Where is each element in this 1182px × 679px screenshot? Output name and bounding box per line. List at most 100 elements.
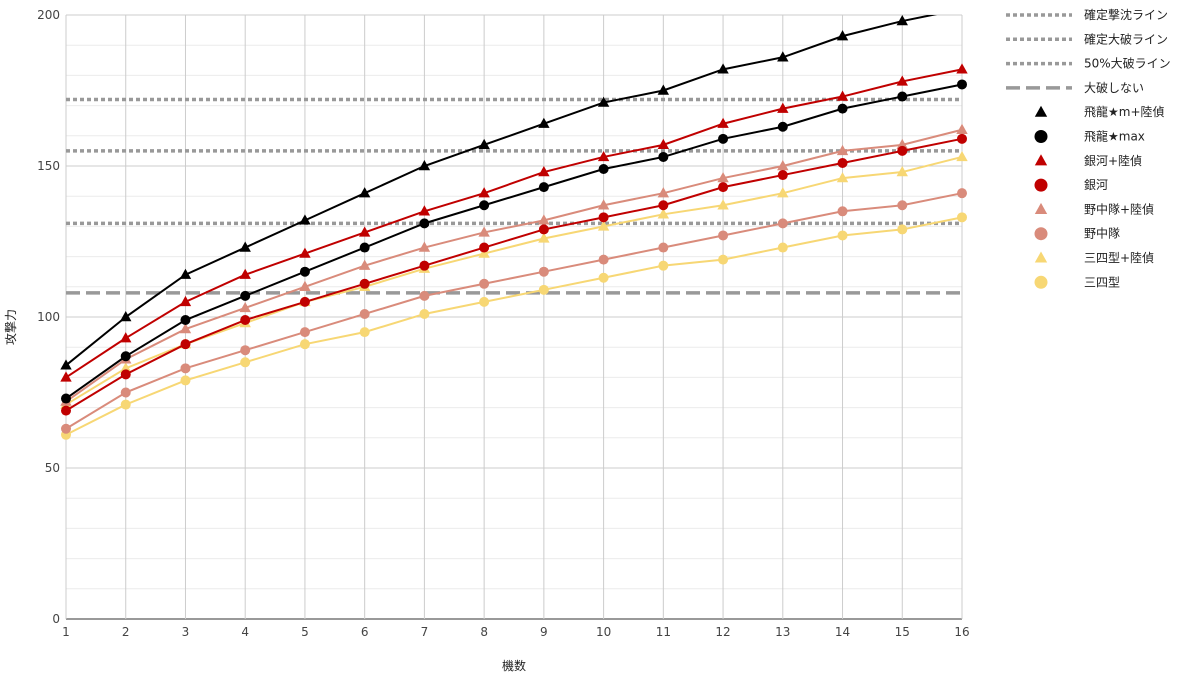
circle-point [658,260,669,271]
circle-point [299,266,310,277]
circle-point [240,290,251,301]
x-tick-label: 1 [62,625,70,639]
y-tick-label: 0 [52,612,60,626]
triangle-point [777,51,789,62]
circle-point [598,212,609,223]
series-line [65,216,963,436]
circle-point [180,339,191,350]
triangle-point [777,187,789,198]
y-tick-label: 100 [37,310,60,324]
series-line [65,128,963,403]
triangle-point [538,117,550,128]
legend-circle-swatch [1034,275,1048,289]
triangle-point [358,259,371,270]
triangle-point [896,138,908,150]
series-line [65,15,938,367]
triangle-point [418,160,431,171]
circle-point [180,363,191,374]
circle-point [897,224,908,235]
triangle-point [657,208,670,219]
x-tick-label: 8 [480,625,488,639]
circle-point [718,182,729,193]
series-line [65,68,963,379]
circle-point [538,224,549,235]
circle-point [658,151,669,162]
triangle-point [60,359,72,370]
triangle-point [836,30,849,41]
x-tick-label: 5 [301,625,309,639]
triangle-point [179,323,192,334]
triangle-point [179,295,192,307]
circle-point [837,103,848,114]
circle-point [419,290,430,301]
x-tick-label: 16 [954,625,969,639]
x-tick-label: 9 [540,625,548,639]
circle-point [598,164,609,175]
triangle-point [717,63,729,74]
circle-point [777,121,788,132]
circle-point [897,200,908,211]
circle-point [658,242,669,253]
legend-label: 野中隊+陸偵 [1084,201,1154,216]
circle-point [180,375,191,386]
circle-point [419,218,430,229]
legend-label: 飛龍★max [1084,129,1145,144]
triangle-point [478,187,490,198]
triangle-point [120,362,132,373]
series-line [65,192,963,430]
minor-grid [66,44,962,590]
series-7 [61,212,967,440]
y-tick-label: 50 [45,461,60,475]
circle-point [419,308,430,319]
circle-point [538,182,549,193]
circle-point [957,133,967,144]
circle-point [120,351,131,362]
legend-label: 大破しない [1084,80,1144,95]
circle-point [538,266,549,277]
reference-lines [66,97,962,295]
legend-label: 野中隊 [1084,226,1120,241]
circle-point [598,254,609,265]
y-tick-label: 200 [37,8,60,22]
triangle-point [239,301,251,313]
circle-point [120,399,131,410]
legend-label: 銀河 [1084,178,1108,192]
x-tick-label: 10 [596,625,611,639]
circle-point [957,79,967,90]
legend-circle-swatch [1034,130,1048,143]
circle-point [419,260,430,271]
circle-point [180,315,191,326]
circle-point [957,212,967,223]
circle-point [658,200,669,211]
y-tick-label: 150 [37,159,60,173]
x-axis-ticks: 1 2 3 4 5 6 7 8 9 10 11 12 13 14 15 16 [62,625,969,639]
series-layer [60,15,968,440]
triangle-point [597,199,610,210]
legend-circle-swatch [1034,227,1048,241]
circle-point [479,242,490,253]
triangle-point [777,160,789,171]
triangle-point [299,214,311,225]
circle-point [359,242,370,253]
triangle-point [299,247,311,258]
circle-point [538,284,549,295]
x-tick-label: 6 [361,625,369,639]
triangle-point [538,166,550,177]
circle-point [479,278,490,289]
circle-point [718,254,729,265]
series-0 [60,15,938,370]
series-1 [61,79,967,404]
triangle-point [299,280,311,291]
triangle-point [836,172,849,183]
circle-point [837,157,848,168]
x-tick-label: 12 [715,625,730,639]
circle-point [479,200,490,211]
legend-circle-swatch [1034,178,1048,192]
circle-point [479,296,490,307]
series-2 [60,63,968,382]
circle-point [299,296,310,307]
circle-point [718,133,729,144]
triangle-point [597,220,610,231]
